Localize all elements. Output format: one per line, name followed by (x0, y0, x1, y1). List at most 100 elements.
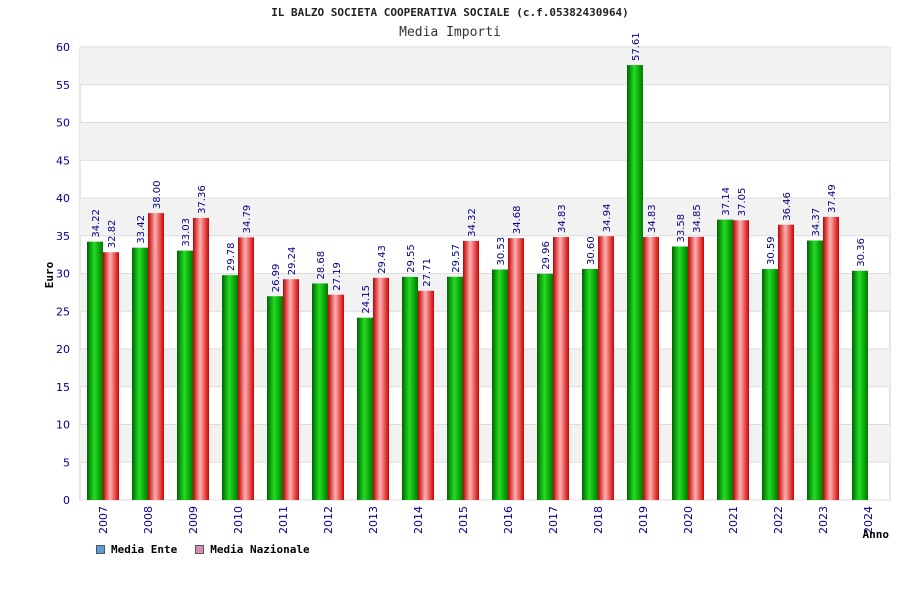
bar-media-ente (222, 275, 238, 500)
grid-band (80, 349, 890, 387)
y-tick-label: 45 (56, 154, 70, 167)
y-tick-label: 60 (56, 41, 70, 54)
legend-swatch-nazionale (195, 545, 205, 554)
y-tick-label: 0 (63, 494, 70, 507)
legend-swatch-ente (96, 545, 105, 554)
bar-media-ente (357, 317, 373, 500)
data-label: 33.58 (676, 214, 687, 243)
data-label: 33.42 (136, 215, 147, 244)
y-tick-label: 25 (56, 305, 70, 318)
data-label: 57.61 (631, 32, 642, 61)
x-tick-label: 2012 (322, 506, 335, 534)
legend-item-nazionale: Media Nazionale (195, 543, 310, 556)
y-tick-label: 50 (56, 117, 70, 130)
bar-media-ente (807, 240, 823, 500)
x-tick-label: 2011 (277, 506, 290, 534)
bar-media-nazionale (373, 277, 389, 500)
data-label: 38.00 (152, 180, 163, 209)
bar-media-ente (717, 219, 733, 500)
bar-media-nazionale (643, 237, 659, 500)
bar-media-nazionale (508, 238, 524, 500)
x-tick-label: 2010 (232, 506, 245, 534)
chart-title: IL BALZO SOCIETA COOPERATIVA SOCIALE (c.… (271, 6, 629, 19)
bar-media-nazionale (238, 237, 254, 500)
data-label: 27.19 (332, 262, 343, 291)
data-label: 34.83 (647, 204, 658, 233)
data-label: 29.24 (287, 247, 298, 276)
legend-item-ente: Media Ente (96, 543, 177, 556)
data-label: 34.85 (692, 204, 703, 233)
chart-legend: Media Ente Media Nazionale (96, 543, 310, 556)
data-label: 29.43 (377, 245, 388, 274)
bar-media-ente (537, 273, 553, 500)
x-tick-label: 2017 (547, 506, 560, 534)
bar-media-nazionale (148, 213, 164, 500)
data-label: 34.37 (811, 208, 822, 237)
legend-label-nazionale: Media Nazionale (210, 543, 310, 556)
bar-media-nazionale (823, 216, 839, 500)
bar-media-ente (672, 246, 688, 500)
bar-media-ente (312, 283, 328, 500)
bar-media-ente (132, 247, 148, 500)
x-axis-label: Anno (863, 528, 890, 541)
x-tick-label: 2024 (862, 506, 875, 534)
bar-media-nazionale (553, 237, 569, 500)
data-label: 34.32 (467, 208, 478, 237)
data-label: 34.79 (242, 205, 253, 234)
bar-media-ente (87, 241, 103, 500)
y-tick-label: 40 (56, 192, 70, 205)
x-tick-label: 2020 (682, 506, 695, 534)
grid-band (80, 424, 890, 463)
data-label: 34.68 (512, 206, 523, 235)
bar-media-nazionale (733, 220, 749, 500)
data-label: 30.36 (856, 238, 867, 267)
grid-band (80, 198, 890, 236)
data-label: 27.71 (422, 258, 433, 287)
x-tick-label: 2018 (592, 506, 605, 534)
x-tick-label: 2021 (727, 506, 740, 534)
y-tick-label: 10 (56, 419, 70, 432)
data-label: 34.94 (602, 204, 613, 233)
data-label: 37.05 (737, 188, 748, 217)
bar-media-ente (402, 276, 418, 500)
grid-band (80, 122, 890, 161)
x-tick-label: 2022 (772, 506, 785, 534)
data-label: 36.46 (782, 192, 793, 221)
x-tick-label: 2014 (412, 506, 425, 534)
data-label: 29.57 (451, 244, 462, 273)
data-label: 29.78 (226, 243, 237, 272)
bar-media-nazionale (688, 236, 704, 500)
bar-media-nazionale (328, 294, 344, 500)
chart-subtitle: Media Importi (399, 25, 501, 40)
bar-media-ente (447, 276, 463, 500)
x-tick-label: 2015 (457, 506, 470, 534)
data-label: 28.68 (316, 251, 327, 280)
x-tick-label: 2019 (637, 506, 650, 534)
legend-label-ente: Media Ente (111, 543, 178, 556)
bar-media-nazionale (283, 279, 299, 500)
data-label: 24.15 (361, 285, 372, 314)
y-tick-label: 20 (56, 343, 70, 356)
data-label: 34.83 (557, 204, 568, 233)
data-label: 30.59 (766, 236, 777, 265)
grid-band (80, 47, 890, 85)
bar-media-ente (762, 269, 778, 500)
y-tick-label: 55 (56, 79, 70, 92)
bar-media-nazionale (463, 240, 479, 500)
bar-media-nazionale (103, 252, 119, 500)
bar-media-nazionale (418, 290, 434, 500)
y-tick-label: 5 (63, 456, 70, 469)
data-label: 26.99 (271, 264, 282, 293)
bar-media-ente (852, 270, 868, 500)
grid-band (80, 273, 890, 312)
y-tick-label: 15 (56, 381, 70, 394)
data-label: 33.03 (181, 218, 192, 247)
bar-media-nazionale (778, 224, 794, 501)
x-tick-label: 2008 (142, 506, 155, 534)
data-label: 37.49 (827, 184, 838, 213)
x-tick-label: 2009 (187, 506, 200, 534)
bar-media-nazionale (598, 236, 614, 500)
bar-media-ente (492, 269, 508, 500)
bar-media-ente (582, 268, 598, 500)
